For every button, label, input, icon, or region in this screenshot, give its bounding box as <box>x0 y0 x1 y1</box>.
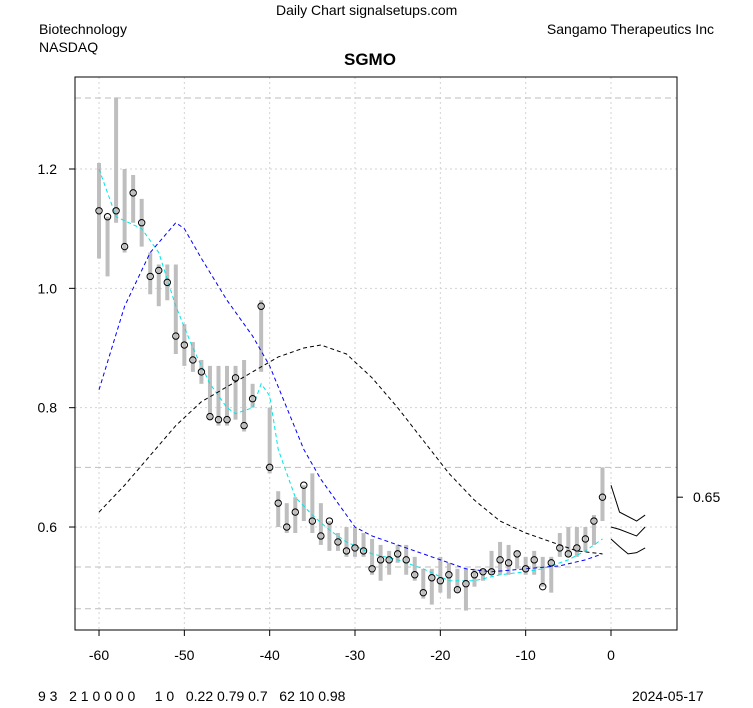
close-point <box>257 302 265 310</box>
close-point <box>351 544 359 552</box>
close-point <box>359 547 368 555</box>
close-point <box>283 523 291 531</box>
close-point <box>137 219 146 227</box>
close-point <box>368 565 376 573</box>
series-long_ma <box>98 344 603 555</box>
close-point <box>214 415 223 424</box>
close-point <box>240 421 248 430</box>
close-point <box>172 332 180 340</box>
close-point <box>103 213 112 221</box>
close-point <box>325 517 334 525</box>
close-point <box>112 207 120 215</box>
close-point <box>598 493 607 501</box>
close-point <box>530 556 538 564</box>
y-tick-label: 1.0 <box>38 280 58 296</box>
close-point <box>564 550 573 558</box>
x-tick-label: -50 <box>174 647 194 663</box>
close-point <box>129 189 137 197</box>
close-point <box>479 568 487 576</box>
close-point <box>155 266 163 275</box>
close-point <box>547 559 555 567</box>
close-point <box>436 577 445 585</box>
close-point <box>376 556 385 564</box>
series-mid_ma <box>98 222 603 573</box>
close-point <box>470 571 479 579</box>
x-tick-label: 0 <box>607 647 615 663</box>
close-point <box>402 556 410 564</box>
series-proj_high <box>610 485 646 522</box>
close-point <box>308 517 317 525</box>
close-point <box>265 463 274 472</box>
exchange-label: NASDAQ <box>39 39 99 55</box>
right-tick-label: 0.65 <box>693 489 720 505</box>
close-point <box>513 550 521 558</box>
company-label: Sangamo Therapeutics Inc <box>546 21 714 37</box>
close-point <box>573 544 581 552</box>
close-point <box>334 538 342 546</box>
close-point <box>274 499 282 507</box>
plot-border <box>74 76 678 631</box>
series-short_ma <box>98 168 603 582</box>
close-point <box>419 588 427 597</box>
close-point <box>146 272 154 281</box>
close-point <box>95 207 103 215</box>
x-tick-label: -20 <box>430 647 450 663</box>
series-proj_mid <box>610 526 646 537</box>
x-tick-label: -30 <box>345 647 365 663</box>
source-label: Daily Chart signalsetups.com <box>276 2 458 18</box>
x-tick-label: -40 <box>260 647 280 663</box>
close-point <box>120 242 129 251</box>
close-point <box>411 571 419 579</box>
close-point <box>453 585 462 594</box>
close-point <box>462 580 470 588</box>
close-point <box>317 532 325 540</box>
close-point <box>445 571 453 579</box>
close-point <box>180 341 189 349</box>
close-point <box>300 481 308 489</box>
footer-numbers: 9 3 2 1 0 0 0 0 1 0 0.22 0.79 0.7 62 10 … <box>38 688 346 704</box>
close-point <box>581 535 590 543</box>
close-point <box>521 565 530 573</box>
close-point <box>189 356 197 364</box>
y-tick-label: 0.6 <box>38 519 58 535</box>
close-point <box>342 547 351 555</box>
close-point <box>206 412 214 421</box>
close-point <box>248 395 257 403</box>
sector-label: Biotechnology <box>39 21 127 37</box>
close-point <box>590 517 598 525</box>
x-tick-label: -10 <box>516 647 536 663</box>
series-proj_low <box>610 538 646 555</box>
y-tick-label: 1.2 <box>38 161 58 177</box>
close-point <box>428 574 436 582</box>
close-point <box>556 544 564 552</box>
close-point <box>539 582 547 591</box>
close-point <box>291 508 299 516</box>
close-point <box>223 415 231 424</box>
close-point <box>504 559 513 567</box>
close-point <box>231 374 240 382</box>
x-tick-label: -60 <box>89 647 109 663</box>
close-point <box>163 278 171 287</box>
close-point <box>496 556 504 564</box>
date-label: 2024-05-17 <box>632 688 704 704</box>
y-tick-label: 0.8 <box>38 400 58 416</box>
chart-title: SGMO <box>344 50 396 69</box>
close-point <box>393 550 402 558</box>
close-point <box>487 568 496 576</box>
close-point <box>385 556 393 564</box>
close-point <box>197 368 206 376</box>
